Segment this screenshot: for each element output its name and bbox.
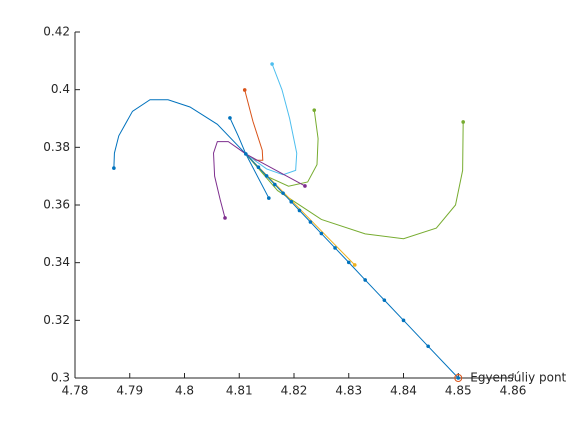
annotation-label: Egyensúliy pont xyxy=(470,371,566,385)
point-marker xyxy=(273,182,277,187)
point-marker xyxy=(363,278,367,282)
point-marker xyxy=(352,263,357,267)
point-marker xyxy=(264,174,269,178)
x-tick-label: 4.81 xyxy=(226,384,253,398)
trajectory xyxy=(245,153,459,379)
x-tick-label: 4.85 xyxy=(445,384,472,398)
y-tick-label: 0.42 xyxy=(43,25,70,39)
x-tick-label: 4.8 xyxy=(175,384,194,398)
trajectory xyxy=(113,99,247,169)
trajectory xyxy=(245,63,298,176)
point-marker xyxy=(267,196,271,200)
point-marker xyxy=(312,108,317,112)
y-tick-label: 0.34 xyxy=(43,255,70,269)
trajectory xyxy=(244,89,264,161)
point-marker xyxy=(303,184,307,188)
trajectory xyxy=(213,141,247,219)
y-tick-label: 0.36 xyxy=(43,198,70,212)
trajectory xyxy=(245,153,306,187)
point-marker xyxy=(461,120,465,124)
x-tick-label: 4.86 xyxy=(500,384,527,398)
trajectory xyxy=(245,121,464,240)
x-tick-label: 4.84 xyxy=(390,384,417,398)
point-marker xyxy=(308,220,313,224)
point-marker xyxy=(426,344,430,349)
point-marker xyxy=(256,165,261,170)
point-marker xyxy=(244,152,248,156)
y-tick-label: 0.3 xyxy=(51,371,70,385)
y-tick-label: 0.4 xyxy=(51,82,70,96)
point-marker xyxy=(297,208,302,213)
x-tick-label: 4.83 xyxy=(335,384,362,398)
x-tick-label: 4.82 xyxy=(281,384,308,398)
y-tick-label: 0.32 xyxy=(43,313,70,327)
point-marker xyxy=(382,298,387,302)
equilibrium-marker xyxy=(454,374,463,382)
point-marker xyxy=(228,116,232,120)
x-tick-label: 4.78 xyxy=(62,384,89,398)
trajectory xyxy=(229,117,247,155)
point-marker xyxy=(223,216,227,220)
point-marker xyxy=(281,191,285,195)
point-marker xyxy=(270,62,274,66)
trajectory xyxy=(245,153,270,199)
point-marker xyxy=(289,200,294,204)
point-marker xyxy=(112,166,116,170)
point-marker xyxy=(333,246,337,250)
x-tick-label: 4.79 xyxy=(116,384,143,398)
point-marker xyxy=(242,88,247,92)
point-marker xyxy=(346,260,351,265)
point-marker xyxy=(401,318,406,323)
point-marker xyxy=(319,231,324,236)
y-tick-label: 0.38 xyxy=(43,140,70,154)
point-marker xyxy=(456,376,461,380)
